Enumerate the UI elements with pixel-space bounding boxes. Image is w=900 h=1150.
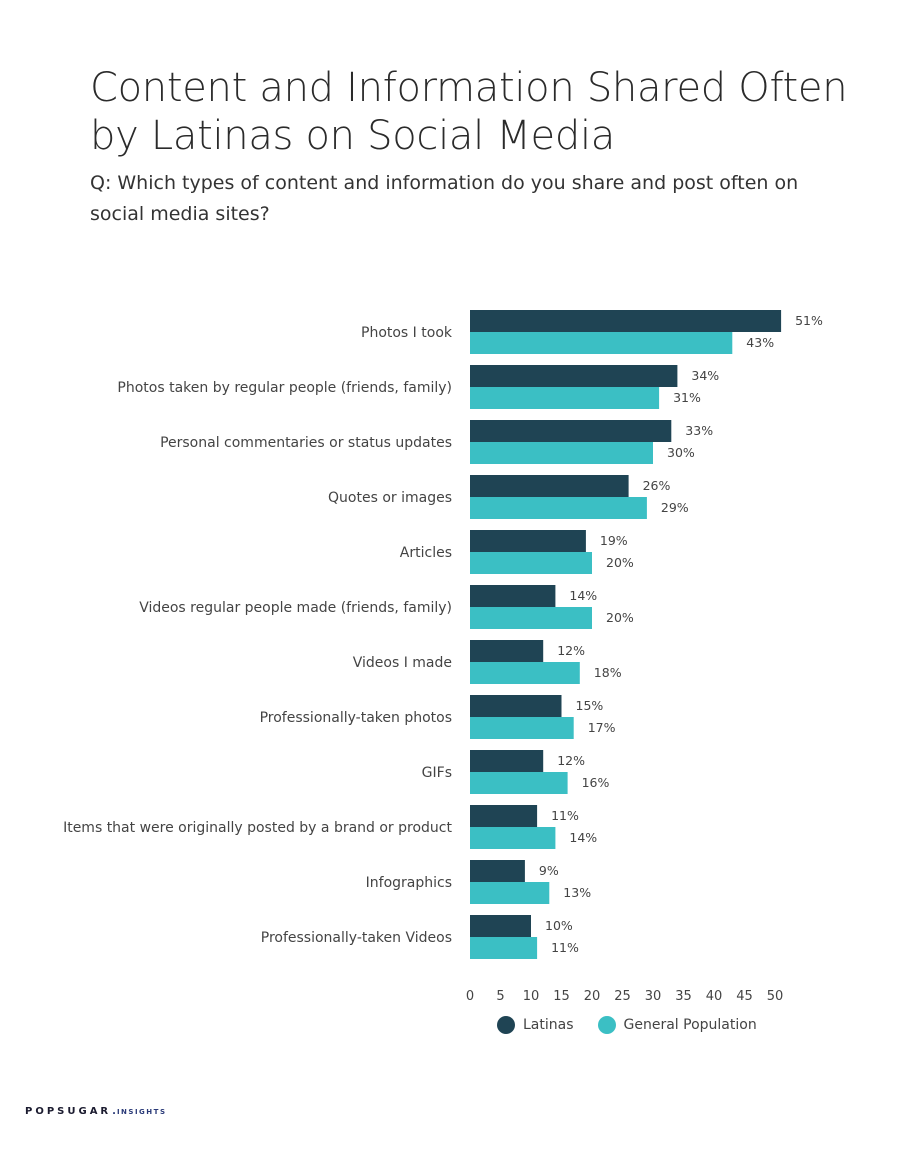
bar-general-population [470,882,550,904]
bar-latinas [470,750,544,772]
data-label: 20% [606,610,634,625]
x-tick-label: 5 [496,989,504,1004]
chart-legend: Latinas General Population [497,1016,781,1034]
data-label: 10% [545,918,573,933]
data-label: 12% [557,753,585,768]
bar-latinas [470,860,525,882]
x-tick-label: 35 [675,989,692,1004]
bar-general-population [470,827,556,849]
bar-latinas [470,805,538,827]
category-label: Infographics [366,875,452,891]
category-label: Articles [400,545,452,561]
x-tick-label: 0 [466,989,474,1004]
chart-title: Content and Information Shared Often by … [90,65,848,159]
category-label: GIFs [422,765,452,781]
bar-latinas [470,695,562,717]
category-label: Quotes or images [328,490,452,506]
bar-general-population [470,937,538,959]
x-tick-label: 10 [523,989,540,1004]
data-label: 14% [569,830,597,845]
category-label: Photos taken by regular people (friends,… [117,380,452,396]
data-label: 13% [563,885,591,900]
data-label: 15% [576,698,604,713]
bar-general-population [470,717,574,739]
data-label: 9% [539,863,559,878]
bar-general-population [470,442,653,464]
legend-label-general-population: General Population [623,1017,757,1033]
logo-subtitle: INSIGHTS [116,1108,167,1116]
bar-general-population [470,772,568,794]
data-label: 17% [588,720,616,735]
x-tick-label: 45 [736,989,753,1004]
bar-latinas [470,915,531,937]
x-tick-label: 30 [645,989,662,1004]
logo-dot: . [112,1106,116,1117]
popsugar-insights-logo: POPSUGAR. INSIGHTS [25,1106,166,1117]
data-label: 33% [685,423,713,438]
bar-general-population [470,552,592,574]
logo-wordmark: POPSUGAR [25,1106,112,1117]
category-label: Videos I made [353,655,452,671]
data-label: 34% [691,368,719,383]
legend-label-latinas: Latinas [523,1017,574,1033]
data-label: 12% [557,643,585,658]
data-label: 29% [661,500,689,515]
data-label: 16% [582,775,610,790]
x-tick-label: 40 [706,989,723,1004]
legend-item-general-population: General Population [597,1016,757,1034]
bar-latinas [470,640,544,662]
bar-latinas [470,365,678,387]
x-tick-label: 15 [553,989,570,1004]
x-tick-label: 20 [584,989,601,1004]
bar-latinas [470,530,586,552]
data-label: 11% [551,808,579,823]
data-label: 43% [746,335,774,350]
bar-general-population [470,607,592,629]
survey-question: Q: Which types of content and informatio… [90,172,799,225]
bar-latinas [470,420,672,442]
bar-latinas [470,475,629,497]
category-label: Items that were originally posted by a b… [63,820,452,836]
category-label: Videos regular people made (friends, fam… [139,600,452,616]
data-label: 11% [551,940,579,955]
x-tick-label: 50 [767,989,784,1004]
data-label: 51% [795,313,823,328]
category-label: Professionally-taken Videos [261,930,452,946]
bar-general-population [470,662,580,684]
category-label: Personal commentaries or status updates [160,435,452,451]
data-label: 18% [594,665,622,680]
data-label: 14% [569,588,597,603]
legend-swatch-latinas [497,1016,515,1034]
legend-item-latinas: Latinas [497,1016,574,1034]
data-label: 30% [667,445,695,460]
category-label: Photos I took [361,325,453,341]
bar-latinas [470,585,556,607]
bar-latinas [470,310,782,332]
category-label: Professionally-taken photos [260,710,452,726]
data-label: 20% [606,555,634,570]
legend-swatch-general-population [597,1016,616,1034]
bar-chart: Photos I took 51% 43% Photos taken by regul… [63,310,823,1004]
bar-general-population [470,497,647,519]
data-label: 31% [673,390,701,405]
bar-general-population [470,387,660,409]
data-label: 19% [600,533,628,548]
bar-general-population [470,332,733,354]
data-label: 26% [643,478,671,493]
x-tick-label: 25 [614,989,631,1004]
